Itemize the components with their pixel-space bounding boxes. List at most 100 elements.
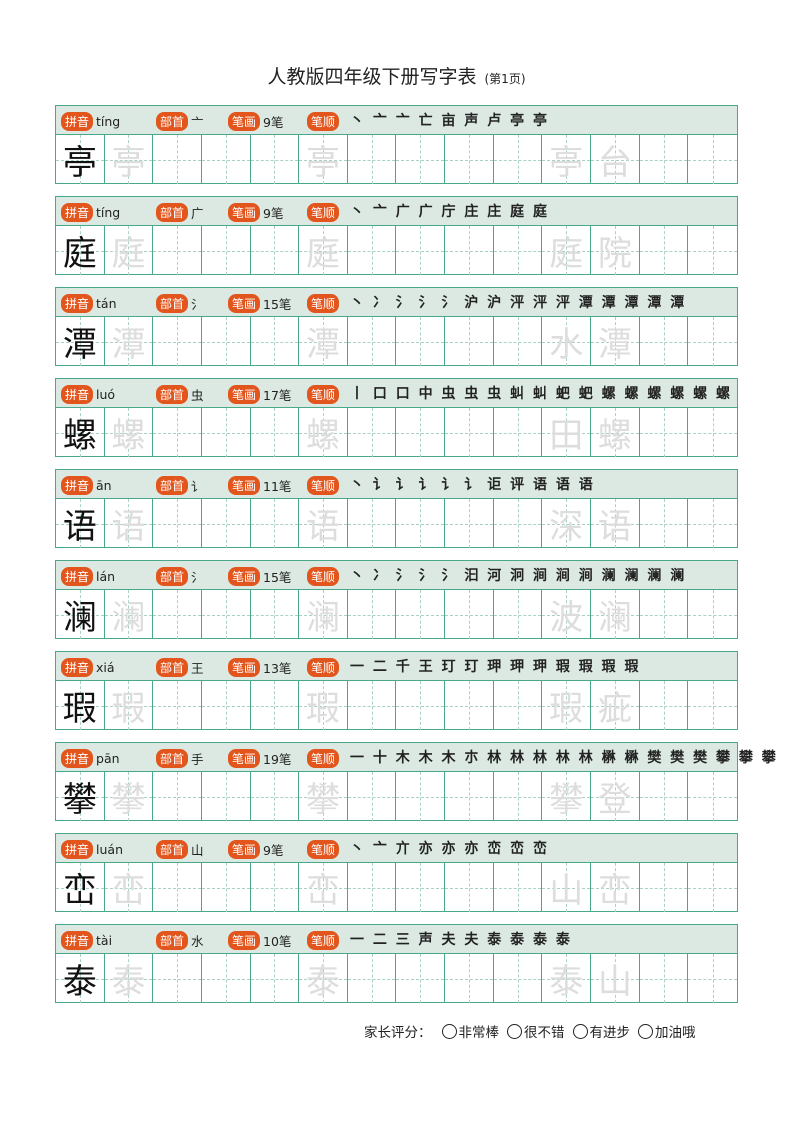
writing-cell[interactable] xyxy=(493,772,543,821)
writing-cell[interactable] xyxy=(688,135,737,184)
writing-cell[interactable] xyxy=(639,408,689,457)
writing-cell[interactable] xyxy=(201,226,251,275)
writing-cell[interactable] xyxy=(201,135,251,184)
writing-cell[interactable] xyxy=(445,135,494,184)
writing-cell[interactable] xyxy=(153,499,202,548)
writing-cell[interactable] xyxy=(396,317,446,366)
writing-cell[interactable]: 螺 xyxy=(591,408,640,457)
writing-cell[interactable] xyxy=(396,954,446,1003)
writing-cell[interactable] xyxy=(347,408,397,457)
writing-cell[interactable] xyxy=(396,863,446,912)
writing-cell[interactable] xyxy=(153,954,202,1003)
writing-cell[interactable]: 波 xyxy=(542,590,592,639)
writing-cell[interactable] xyxy=(347,317,397,366)
writing-cell[interactable] xyxy=(347,499,397,548)
rating-radio[interactable] xyxy=(638,1023,653,1039)
writing-cell[interactable] xyxy=(639,499,689,548)
rating-radio[interactable] xyxy=(507,1023,522,1039)
writing-cell[interactable] xyxy=(250,590,300,639)
writing-cell[interactable]: 语 xyxy=(56,499,105,548)
writing-cell[interactable]: 田 xyxy=(542,408,592,457)
writing-cell[interactable] xyxy=(445,772,494,821)
writing-cell[interactable]: 庭 xyxy=(56,226,105,275)
writing-cell[interactable]: 亭 xyxy=(104,135,154,184)
writing-cell[interactable]: 潭 xyxy=(104,317,154,366)
writing-cell[interactable]: 潭 xyxy=(56,317,105,366)
writing-cell[interactable] xyxy=(153,681,202,730)
writing-cell[interactable]: 瑕 xyxy=(299,681,348,730)
writing-cell[interactable] xyxy=(347,681,397,730)
writing-cell[interactable] xyxy=(639,863,689,912)
writing-cell[interactable] xyxy=(201,681,251,730)
writing-cell[interactable]: 亭 xyxy=(56,135,105,184)
writing-cell[interactable] xyxy=(639,681,689,730)
writing-cell[interactable]: 潭 xyxy=(591,317,640,366)
writing-cell[interactable]: 泰 xyxy=(542,954,592,1003)
writing-cell[interactable] xyxy=(250,499,300,548)
writing-cell[interactable] xyxy=(153,317,202,366)
writing-cell[interactable] xyxy=(445,226,494,275)
writing-cell[interactable]: 峦 xyxy=(591,863,640,912)
writing-cell[interactable] xyxy=(396,135,446,184)
writing-cell[interactable] xyxy=(250,772,300,821)
writing-cell[interactable] xyxy=(639,317,689,366)
writing-cell[interactable]: 潭 xyxy=(299,317,348,366)
writing-cell[interactable] xyxy=(493,135,543,184)
writing-cell[interactable] xyxy=(688,772,737,821)
writing-cell[interactable] xyxy=(250,408,300,457)
writing-cell[interactable]: 台 xyxy=(591,135,640,184)
writing-cell[interactable] xyxy=(201,317,251,366)
rating-radio[interactable] xyxy=(572,1023,588,1039)
writing-cell[interactable]: 峦 xyxy=(56,863,105,912)
writing-cell[interactable] xyxy=(250,863,300,912)
writing-cell[interactable] xyxy=(493,863,543,912)
writing-cell[interactable]: 瑕 xyxy=(542,681,592,730)
writing-cell[interactable] xyxy=(639,226,689,275)
writing-cell[interactable] xyxy=(347,863,397,912)
writing-cell[interactable] xyxy=(688,499,737,548)
writing-cell[interactable]: 澜 xyxy=(56,590,105,639)
writing-cell[interactable] xyxy=(396,408,446,457)
writing-cell[interactable] xyxy=(493,954,543,1003)
writing-cell[interactable]: 攀 xyxy=(542,772,592,821)
writing-cell[interactable] xyxy=(445,317,494,366)
writing-cell[interactable] xyxy=(493,317,543,366)
writing-cell[interactable] xyxy=(688,226,737,275)
writing-cell[interactable]: 澜 xyxy=(299,590,348,639)
writing-cell[interactable] xyxy=(445,954,494,1003)
writing-cell[interactable]: 澜 xyxy=(104,590,154,639)
writing-cell[interactable] xyxy=(639,135,689,184)
rating-option[interactable]: 很不错 xyxy=(524,1025,565,1041)
writing-cell[interactable] xyxy=(493,408,543,457)
writing-cell[interactable]: 语 xyxy=(299,499,348,548)
writing-cell[interactable] xyxy=(347,135,397,184)
writing-cell[interactable] xyxy=(347,772,397,821)
writing-cell[interactable] xyxy=(396,681,446,730)
rating-option[interactable]: 非常棒 xyxy=(458,1025,500,1041)
writing-cell[interactable] xyxy=(153,226,202,275)
writing-cell[interactable] xyxy=(250,226,300,275)
writing-cell[interactable] xyxy=(347,954,397,1003)
writing-cell[interactable]: 瑕 xyxy=(56,681,105,730)
rating-option[interactable]: 加油哦 xyxy=(655,1025,696,1041)
writing-cell[interactable]: 语 xyxy=(591,499,640,548)
writing-cell[interactable]: 攀 xyxy=(299,772,348,821)
writing-cell[interactable]: 攀 xyxy=(104,772,154,821)
writing-cell[interactable]: 庭 xyxy=(299,226,348,275)
writing-cell[interactable] xyxy=(445,499,494,548)
writing-cell[interactable] xyxy=(201,772,251,821)
writing-cell[interactable]: 泰 xyxy=(56,954,105,1003)
writing-cell[interactable] xyxy=(250,681,300,730)
writing-cell[interactable]: 峦 xyxy=(104,863,154,912)
writing-cell[interactable]: 语 xyxy=(104,499,154,548)
writing-cell[interactable]: 螺 xyxy=(299,408,348,457)
writing-cell[interactable]: 院 xyxy=(591,226,640,275)
writing-cell[interactable] xyxy=(153,863,202,912)
writing-cell[interactable] xyxy=(493,590,543,639)
writing-cell[interactable] xyxy=(347,226,397,275)
writing-cell[interactable] xyxy=(639,772,689,821)
writing-cell[interactable]: 瑕 xyxy=(104,681,154,730)
writing-cell[interactable] xyxy=(201,863,251,912)
writing-cell[interactable]: 泰 xyxy=(299,954,348,1003)
writing-cell[interactable] xyxy=(153,590,202,639)
